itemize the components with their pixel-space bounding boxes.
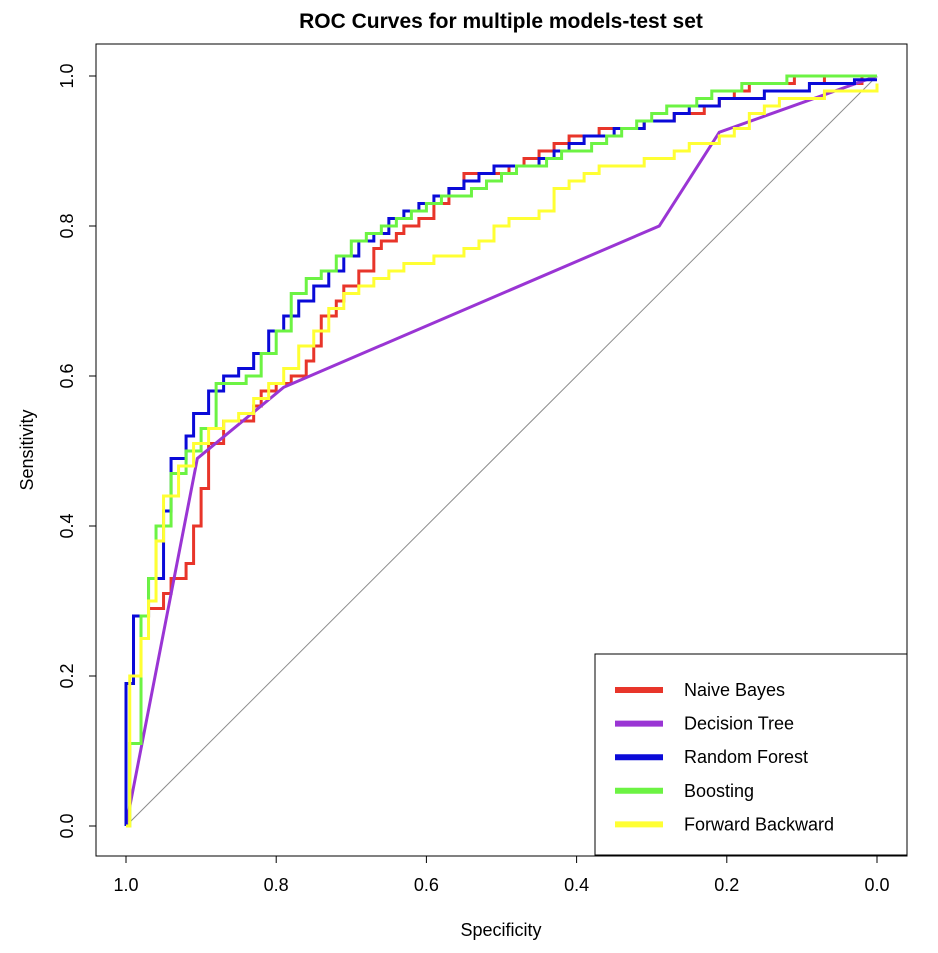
y-tick-label: 0.8 [57, 213, 77, 238]
x-tick-label: 0.8 [264, 875, 289, 895]
legend-label-naive-bayes: Naive Bayes [684, 680, 785, 700]
series-line-decision-tree [124, 74, 878, 827]
y-tick-label: 0.2 [57, 663, 77, 688]
x-tick-label: 0.4 [564, 875, 589, 895]
y-tick-label: 0.0 [57, 813, 77, 838]
series-layer [124, 74, 879, 828]
x-axis: 1.0 0.8 0.6 0.4 0.2 0.0 [113, 855, 890, 895]
y-axis-title: Sensitivity [17, 409, 37, 490]
y-tick-label: 0.4 [57, 513, 77, 538]
x-axis-title: Specificity [460, 920, 541, 940]
x-tick-label: 0.0 [864, 875, 889, 895]
reference-diagonal-line [125, 75, 878, 827]
x-tick-label: 0.6 [414, 875, 439, 895]
y-tick-label: 1.0 [57, 63, 77, 88]
chart-title: ROC Curves for multiple models-test set [299, 10, 703, 33]
y-axis: 0.0 0.2 0.4 0.6 0.8 1.0 [57, 63, 97, 839]
series-line-random-forest [124, 78, 877, 826]
legend: Naive Bayes Decision Tree Random Forest Boo… [594, 653, 908, 856]
x-tick-label: 1.0 [113, 875, 138, 895]
y-tick-label: 0.6 [57, 363, 77, 388]
legend-label-forward-backward: Forward Backward [684, 814, 834, 834]
legend-label-random-forest: Random Forest [684, 747, 808, 767]
series-line-forward-backward [126, 83, 879, 828]
legend-label-boosting: Boosting [684, 781, 754, 801]
legend-label-decision-tree: Decision Tree [684, 714, 794, 734]
x-tick-label: 0.2 [714, 875, 739, 895]
